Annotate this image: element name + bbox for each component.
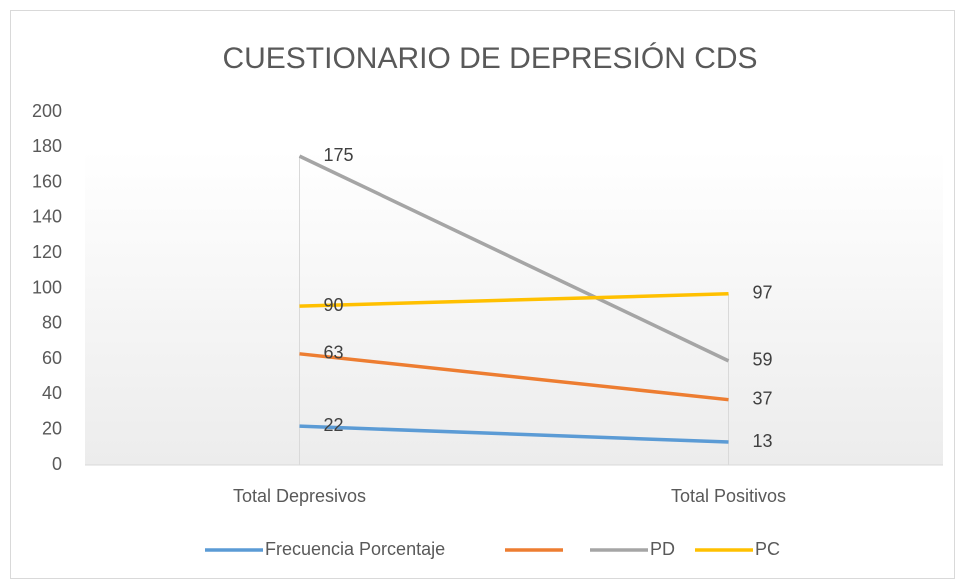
data-label: 37 (753, 388, 773, 408)
data-label: 175 (324, 145, 354, 165)
y-tick-label: 40 (42, 383, 62, 403)
y-tick-label: 20 (42, 418, 62, 438)
y-tick-label: 100 (32, 277, 62, 297)
data-label: 63 (324, 343, 344, 363)
legend-label: PC (755, 539, 780, 559)
y-tick-label: 120 (32, 242, 62, 262)
chart-title: CUESTIONARIO DE DEPRESIÓN CDS (222, 42, 757, 75)
legend-label: Frecuencia Porcentaje (265, 539, 445, 559)
line-series (299, 352, 729, 402)
y-tick-label: 0 (52, 454, 62, 474)
y-tick-label: 160 (32, 171, 62, 191)
y-tick-label: 60 (42, 348, 62, 368)
line-series (299, 424, 729, 444)
y-tick-label: 180 (32, 136, 62, 156)
data-label: 22 (324, 415, 344, 435)
legend-label: PD (650, 539, 675, 559)
data-label: 97 (753, 283, 773, 303)
y-tick-label: 80 (42, 313, 62, 333)
plot-background (85, 150, 943, 465)
x-tick-label: Total Positivos (671, 486, 786, 506)
x-tick-label: Total Depresivos (233, 486, 366, 506)
y-tick-label: 140 (32, 207, 62, 227)
line-series (298, 154, 730, 363)
data-label: 59 (753, 350, 773, 370)
line-series (299, 292, 729, 308)
data-label: 90 (324, 295, 344, 315)
data-label: 13 (753, 431, 773, 451)
y-tick-label: 200 (32, 101, 62, 121)
